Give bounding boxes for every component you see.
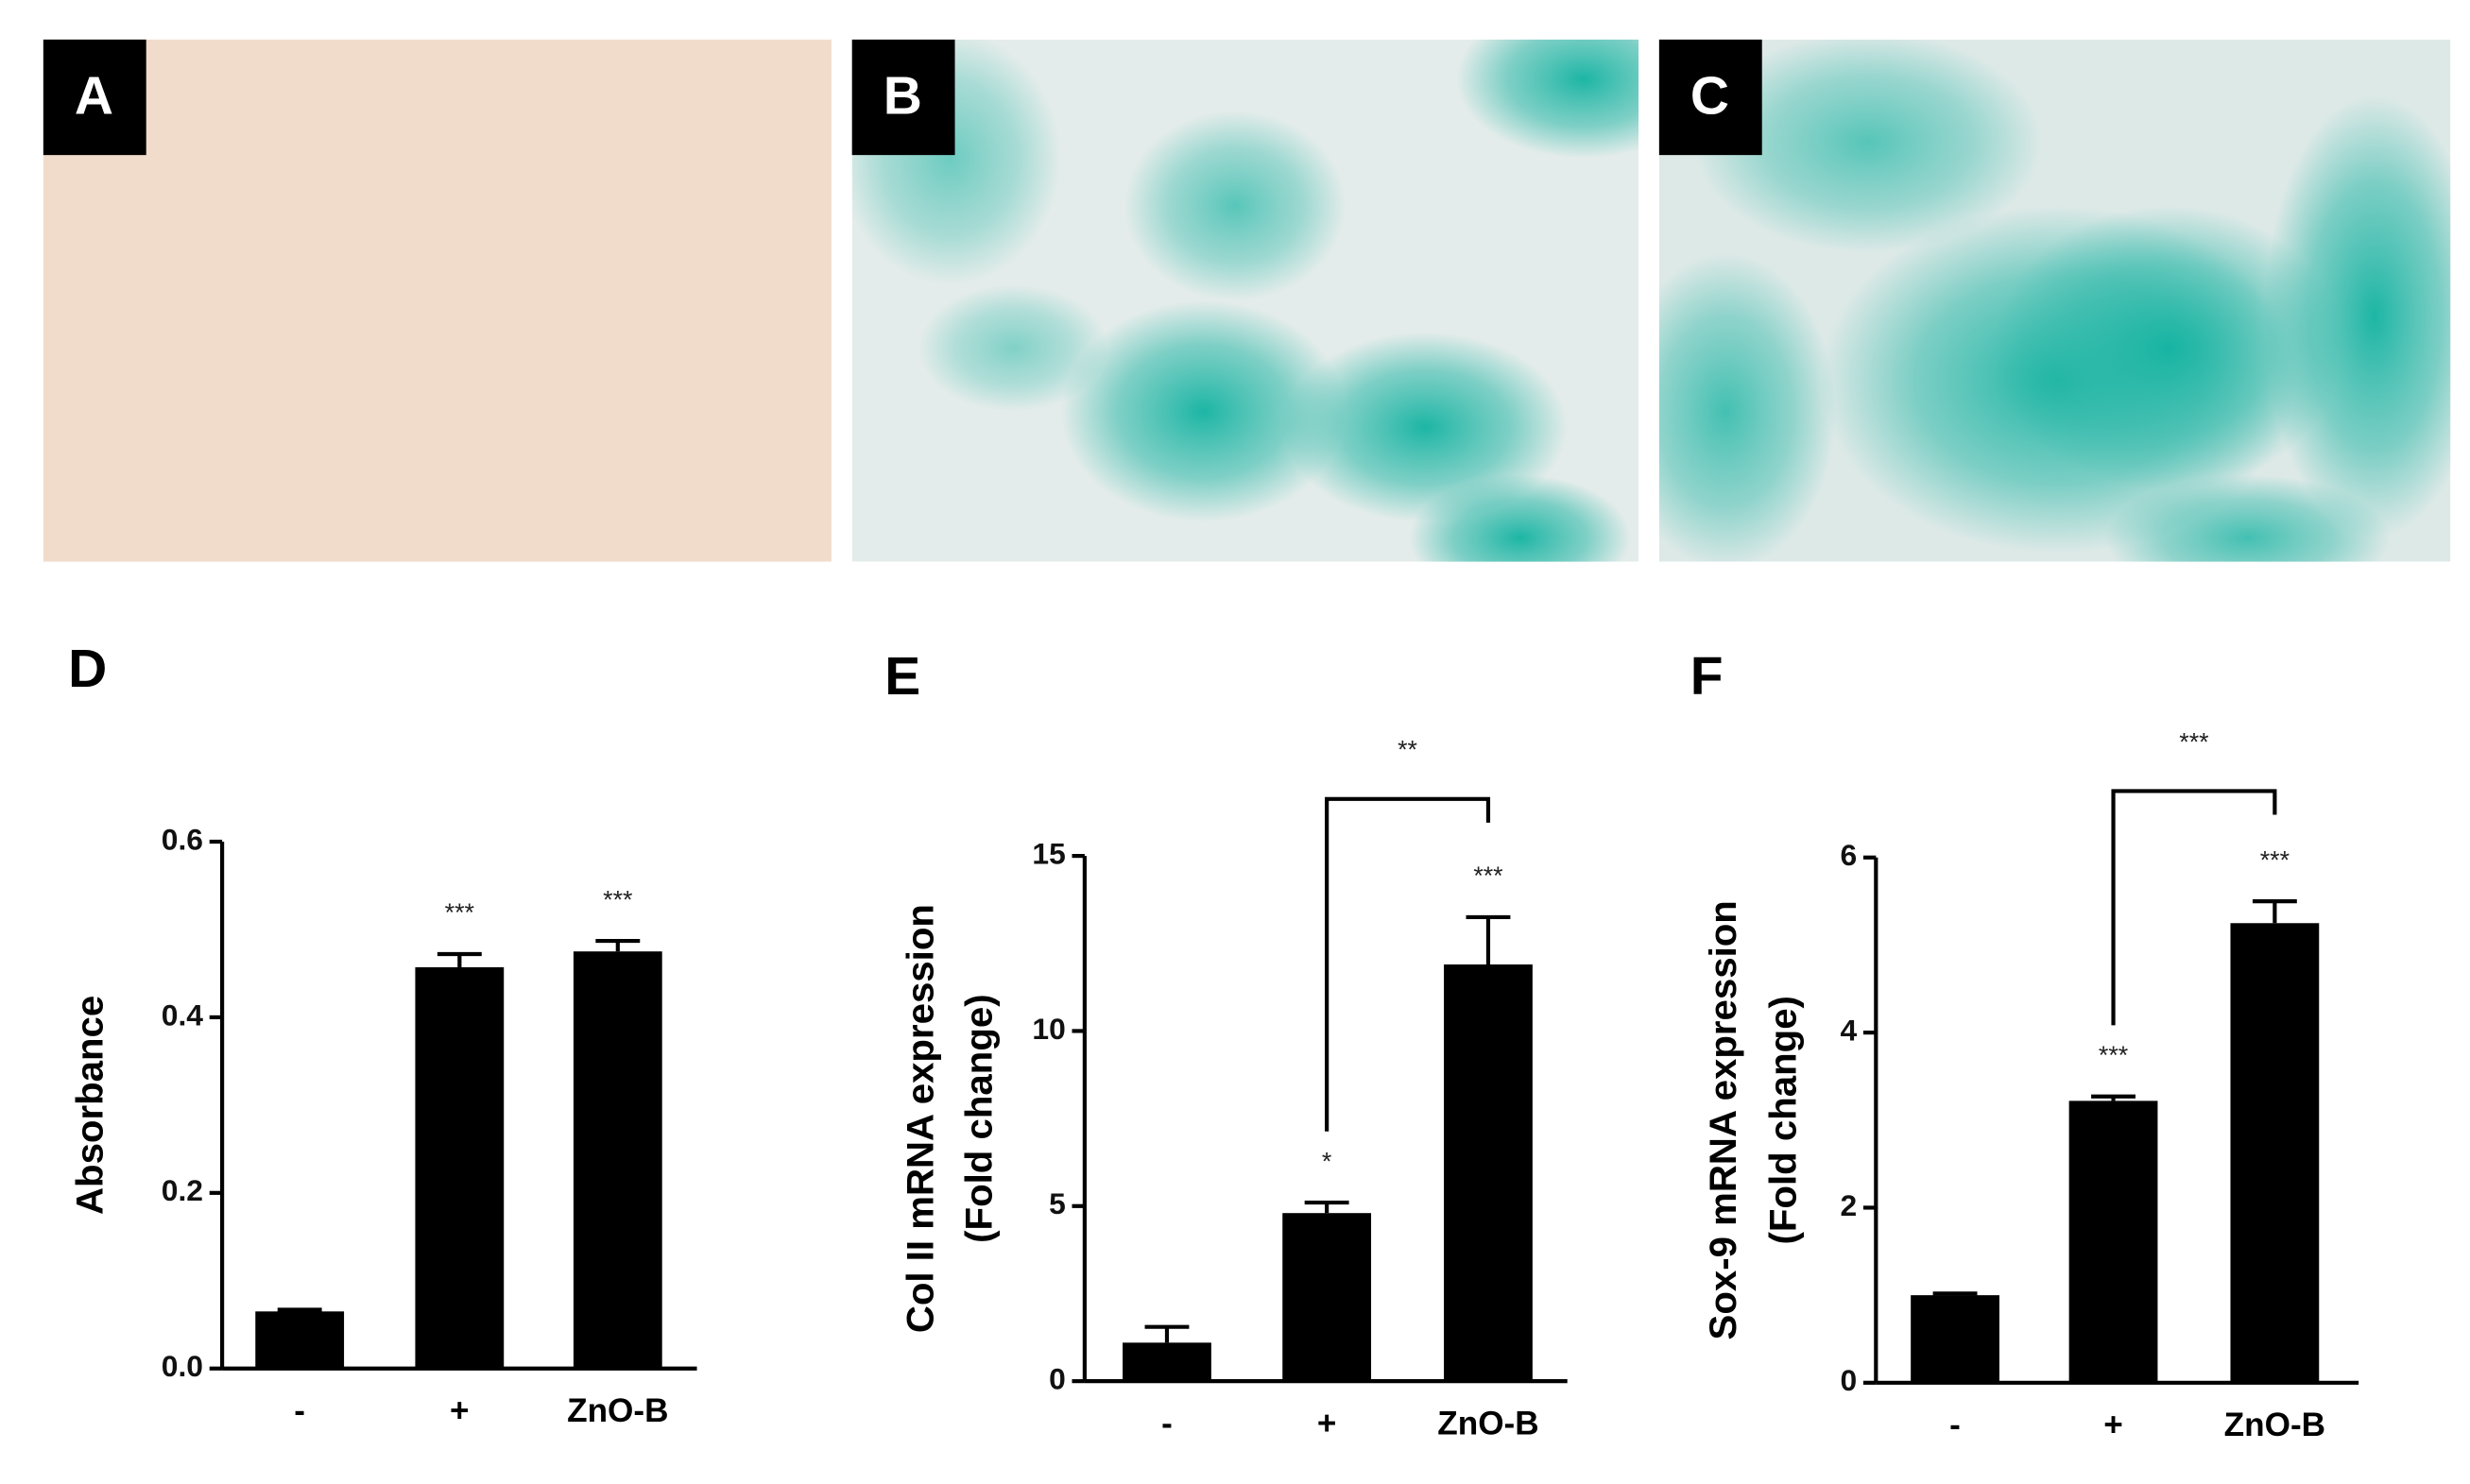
y-axis-label: Absorbance <box>68 996 111 1215</box>
comparison-bracket <box>1325 796 1491 1132</box>
photo-c <box>1658 39 2451 562</box>
bar <box>1282 1213 1372 1382</box>
x-tick-label: - <box>1161 1405 1173 1441</box>
panel-label: C <box>1690 66 1729 127</box>
y-axis-label: (Fold change) <box>958 994 1001 1242</box>
panel-label: E <box>884 646 920 707</box>
significance: * <box>1322 1147 1331 1175</box>
y-tick-label: 0 <box>1049 1362 1066 1396</box>
bar <box>255 1311 345 1369</box>
comparison-label: *** <box>2179 727 2208 756</box>
bar <box>2068 1100 2158 1383</box>
photo-a <box>43 39 832 562</box>
bar <box>1444 964 1533 1382</box>
y-tick-label: 4 <box>1841 1014 1858 1048</box>
bar <box>1123 1342 1211 1382</box>
significance: *** <box>2099 1041 2128 1069</box>
y-tick-label: 0.4 <box>162 998 204 1032</box>
bar <box>415 966 505 1369</box>
y-tick-label: 0.0 <box>162 1349 203 1383</box>
significance: *** <box>445 898 474 927</box>
y-tick-label: 10 <box>1032 1012 1065 1046</box>
y-tick-label: 15 <box>1032 836 1065 870</box>
comparison-label: ** <box>1398 736 1417 764</box>
bar <box>1911 1295 1999 1383</box>
label-box <box>1658 39 1762 156</box>
panel-label: B <box>883 66 922 127</box>
x-tick-label: + <box>1317 1405 1337 1441</box>
bar <box>2230 923 2320 1383</box>
x-tick-label: ZnO-B <box>1437 1405 1538 1441</box>
label-box <box>851 39 955 156</box>
photo-b <box>851 39 1639 562</box>
significance: *** <box>1473 861 1502 890</box>
x-tick-label: + <box>2103 1407 2123 1443</box>
x-tick-label: - <box>1949 1407 1961 1443</box>
y-tick-label: 5 <box>1049 1186 1066 1220</box>
y-tick-label: 0 <box>1841 1363 1858 1397</box>
x-tick-label: - <box>294 1392 305 1429</box>
panel-label: F <box>1690 646 1724 707</box>
x-tick-label: + <box>450 1392 470 1429</box>
panel-label: D <box>68 639 107 699</box>
y-axis-label: (Fold change) <box>1761 996 1804 1244</box>
bar <box>573 951 662 1369</box>
label-box <box>43 39 146 156</box>
x-tick-label: ZnO-B <box>2224 1407 2325 1443</box>
y-tick-label: 6 <box>1841 838 1858 872</box>
panel-label: A <box>75 66 113 127</box>
y-tick-label: 0.2 <box>162 1173 203 1207</box>
significance: *** <box>603 885 632 913</box>
x-tick-label: ZnO-B <box>567 1392 668 1429</box>
y-tick-label: 2 <box>1841 1188 1858 1222</box>
y-tick-label: 0.6 <box>162 822 203 856</box>
y-axis-label: Sox-9 mRNA expression <box>1702 900 1744 1339</box>
significance: *** <box>2260 845 2290 874</box>
comparison-bracket <box>2111 789 2277 1026</box>
y-axis-label: Col II mRNA expression <box>900 904 942 1333</box>
